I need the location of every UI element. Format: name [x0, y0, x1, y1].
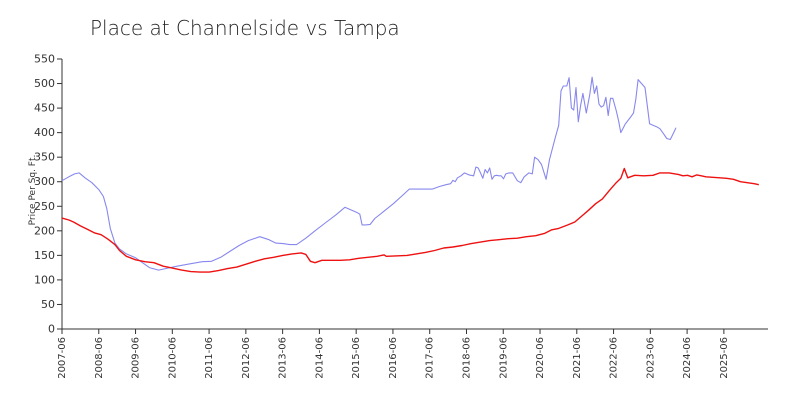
y-tick-label: 400: [34, 126, 55, 139]
x-tick-label: 2010-06: [167, 337, 178, 379]
x-tick-label: 2019-06: [498, 337, 509, 379]
x-tick-label: 2025-06: [719, 337, 730, 379]
x-tick-label: 2024-06: [682, 337, 693, 379]
y-tick-label: 200: [34, 224, 55, 237]
x-tick-label: 2020-06: [535, 337, 546, 379]
y-tick-label: 450: [34, 102, 55, 115]
chart-axes: 0 50 100 150 200 250 300 350 400 450 500 550 2007-06…: [34, 53, 768, 379]
x-tick-label: 2017-06: [425, 337, 436, 379]
x-tick-label: 2009-06: [131, 337, 142, 379]
y-tick-label: 0: [48, 323, 55, 336]
x-tick-label: 2023-06: [645, 337, 656, 379]
x-tick-label: 2022-06: [609, 337, 620, 379]
y-tick-label: 150: [34, 249, 55, 262]
x-tick-label: 2016-06: [388, 337, 399, 379]
x-tick-label: 2018-06: [461, 337, 472, 379]
x-tick-label: 2021-06: [572, 337, 583, 379]
y-tick-label: 100: [34, 273, 55, 286]
x-tick-label: 2012-06: [241, 337, 252, 379]
x-tick-label: 2008-06: [94, 337, 105, 379]
y-tick-label: 550: [34, 53, 55, 66]
y-tick-label: 500: [34, 77, 55, 90]
x-tick-label: 2007-06: [57, 337, 68, 379]
x-tick-label: 2015-06: [351, 337, 362, 379]
x-tick-label: 2013-06: [278, 337, 289, 379]
y-tick-label: 350: [34, 151, 55, 164]
chart-series: [61, 76, 759, 273]
y-tick-label: 50: [41, 298, 55, 311]
x-tick-label: 2014-06: [314, 337, 325, 379]
series-line-place-at-channelside: [61, 76, 677, 271]
series-line-tampa: [61, 167, 759, 273]
chart-title: Place at Channelside vs Tampa: [90, 16, 400, 40]
y-tick-label: 250: [34, 200, 55, 213]
x-tick-label: 2011-06: [204, 337, 215, 379]
y-tick-label: 300: [34, 175, 55, 188]
